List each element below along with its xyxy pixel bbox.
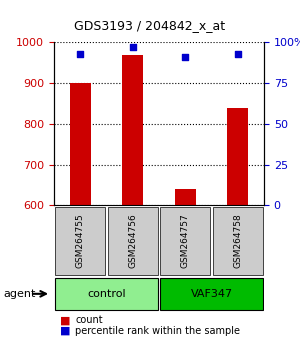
Text: GSM264756: GSM264756: [128, 213, 137, 268]
FancyBboxPatch shape: [212, 207, 263, 275]
Point: [130, 45, 135, 50]
Text: GSM264758: GSM264758: [233, 213, 242, 268]
FancyBboxPatch shape: [107, 207, 158, 275]
FancyBboxPatch shape: [160, 207, 210, 275]
Text: ■: ■: [60, 326, 70, 336]
FancyBboxPatch shape: [55, 207, 106, 275]
Point: [78, 51, 83, 57]
FancyBboxPatch shape: [160, 278, 263, 310]
Text: VAF347: VAF347: [190, 289, 232, 299]
Point: [183, 54, 188, 60]
Bar: [122, 55, 143, 205]
Text: percentile rank within the sample: percentile rank within the sample: [75, 326, 240, 336]
Text: agent: agent: [3, 289, 35, 299]
Text: GDS3193 / 204842_x_at: GDS3193 / 204842_x_at: [74, 19, 226, 33]
FancyBboxPatch shape: [55, 278, 158, 310]
Text: GSM264757: GSM264757: [181, 213, 190, 268]
Text: ■: ■: [60, 315, 70, 325]
Text: count: count: [75, 315, 103, 325]
Bar: [175, 189, 196, 205]
Bar: [70, 83, 91, 205]
Point: [235, 51, 240, 57]
Text: GSM264755: GSM264755: [76, 213, 85, 268]
Text: control: control: [87, 289, 126, 299]
Bar: [227, 108, 248, 205]
